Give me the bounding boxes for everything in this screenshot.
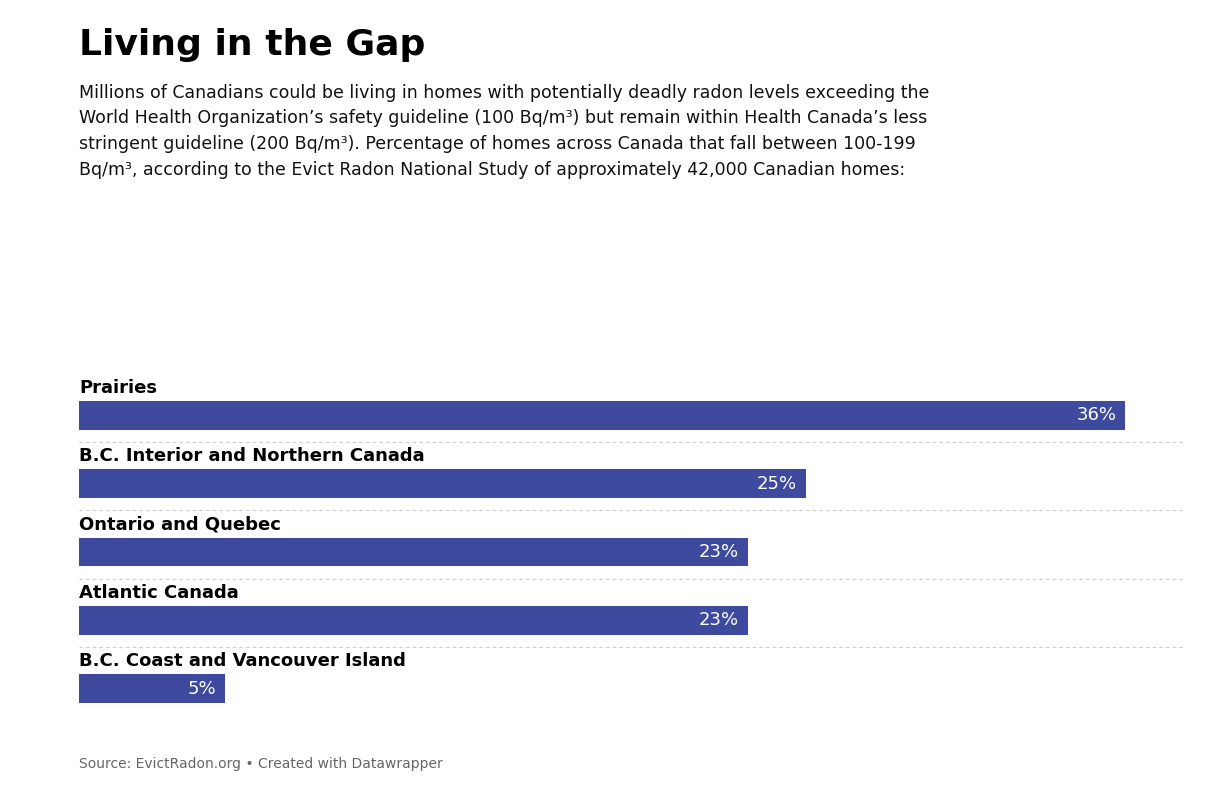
Text: B.C. Coast and Vancouver Island: B.C. Coast and Vancouver Island <box>79 653 406 670</box>
Bar <box>79 470 805 498</box>
Text: 36%: 36% <box>1076 406 1116 424</box>
Text: B.C. Interior and Northern Canada: B.C. Interior and Northern Canada <box>79 447 425 465</box>
Text: Living in the Gap: Living in the Gap <box>79 28 426 62</box>
Text: Atlantic Canada: Atlantic Canada <box>79 584 239 602</box>
Bar <box>79 537 748 567</box>
Text: 5%: 5% <box>187 680 216 698</box>
Text: 25%: 25% <box>756 474 797 493</box>
Bar <box>79 401 1125 430</box>
Bar <box>79 674 224 703</box>
Text: Millions of Canadians could be living in homes with potentially deadly radon lev: Millions of Canadians could be living in… <box>79 84 930 178</box>
Text: 23%: 23% <box>699 543 739 561</box>
Text: Prairies: Prairies <box>79 379 157 396</box>
Bar <box>79 606 748 634</box>
Text: Source: EvictRadon.org • Created with Datawrapper: Source: EvictRadon.org • Created with Da… <box>79 756 443 771</box>
Text: 23%: 23% <box>699 611 739 630</box>
Text: Ontario and Quebec: Ontario and Quebec <box>79 516 281 533</box>
